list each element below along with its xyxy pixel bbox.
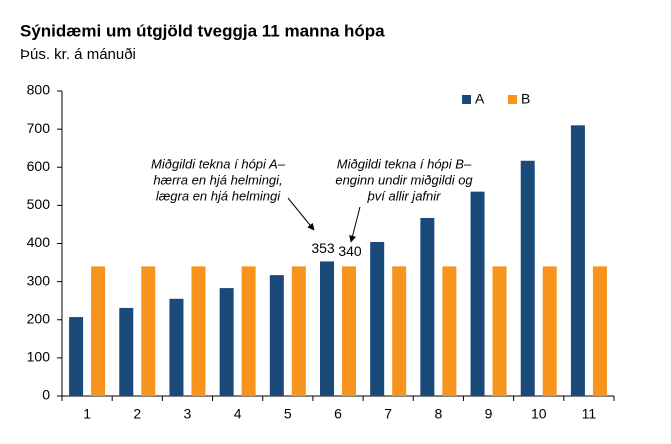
x-tick-label: 8 xyxy=(434,406,442,422)
bar xyxy=(191,266,206,396)
annotation: því allir jafnir xyxy=(367,188,442,203)
bar xyxy=(420,217,435,396)
x-tick-label: 9 xyxy=(485,406,493,422)
annotation: Miðgildi tekna í hópi B– xyxy=(337,156,472,171)
arrow xyxy=(287,197,315,231)
bar xyxy=(342,266,356,396)
bar xyxy=(219,288,234,396)
legend-swatch xyxy=(508,95,517,104)
y-tick-label: 300 xyxy=(27,272,51,288)
bar xyxy=(442,266,457,396)
y-tick-label: 600 xyxy=(27,158,51,174)
bar xyxy=(119,307,134,396)
bar xyxy=(141,266,156,396)
data-label: 340 xyxy=(338,243,362,259)
annotation: hærra en hjá helmingi, xyxy=(153,172,282,187)
x-tick-label: 4 xyxy=(234,406,242,422)
y-tick-label: 800 xyxy=(27,82,51,98)
y-tick-label: 100 xyxy=(27,349,51,365)
x-tick-label: 5 xyxy=(284,406,292,422)
x-tick-label: 1 xyxy=(83,406,91,422)
bar xyxy=(470,191,485,396)
annotation: enginn undir miðgildi og xyxy=(335,172,473,187)
bar xyxy=(520,160,535,396)
y-tick-label: 500 xyxy=(27,196,51,212)
bar xyxy=(169,298,184,396)
x-tick-label: 3 xyxy=(184,406,192,422)
data-label: 353 xyxy=(311,240,335,256)
bar xyxy=(241,266,256,396)
annotation: Miðgildi tekna í hópi A– xyxy=(151,156,286,171)
legend-label: B xyxy=(521,91,530,107)
chart-subtitle: Þús. kr. á mánuði xyxy=(20,46,136,63)
bar xyxy=(91,266,106,396)
annotation: lægra en hjá helmingi xyxy=(156,188,281,203)
y-tick-label: 0 xyxy=(42,387,50,403)
x-tick-label: 6 xyxy=(334,406,342,422)
y-tick-label: 700 xyxy=(27,120,51,136)
y-tick-label: 200 xyxy=(27,310,51,326)
bar xyxy=(392,266,407,396)
arrow xyxy=(349,206,361,243)
bar xyxy=(291,266,306,396)
bar xyxy=(69,317,84,396)
bar xyxy=(492,266,507,396)
bar xyxy=(320,261,334,396)
legend-label: A xyxy=(475,91,485,107)
bar xyxy=(370,241,385,396)
bar xyxy=(269,275,284,396)
x-tick-label: 11 xyxy=(582,406,597,422)
bar xyxy=(542,266,557,396)
bar xyxy=(592,266,607,396)
bar xyxy=(570,125,585,396)
legend-swatch xyxy=(462,95,471,104)
x-tick-label: 10 xyxy=(531,406,547,422)
x-tick-label: 7 xyxy=(384,406,392,422)
x-tick-label: 2 xyxy=(133,406,141,422)
chart-title: Sýnidæmi um útgjöld tveggja 11 manna hóp… xyxy=(20,21,385,40)
y-tick-label: 400 xyxy=(27,234,51,250)
